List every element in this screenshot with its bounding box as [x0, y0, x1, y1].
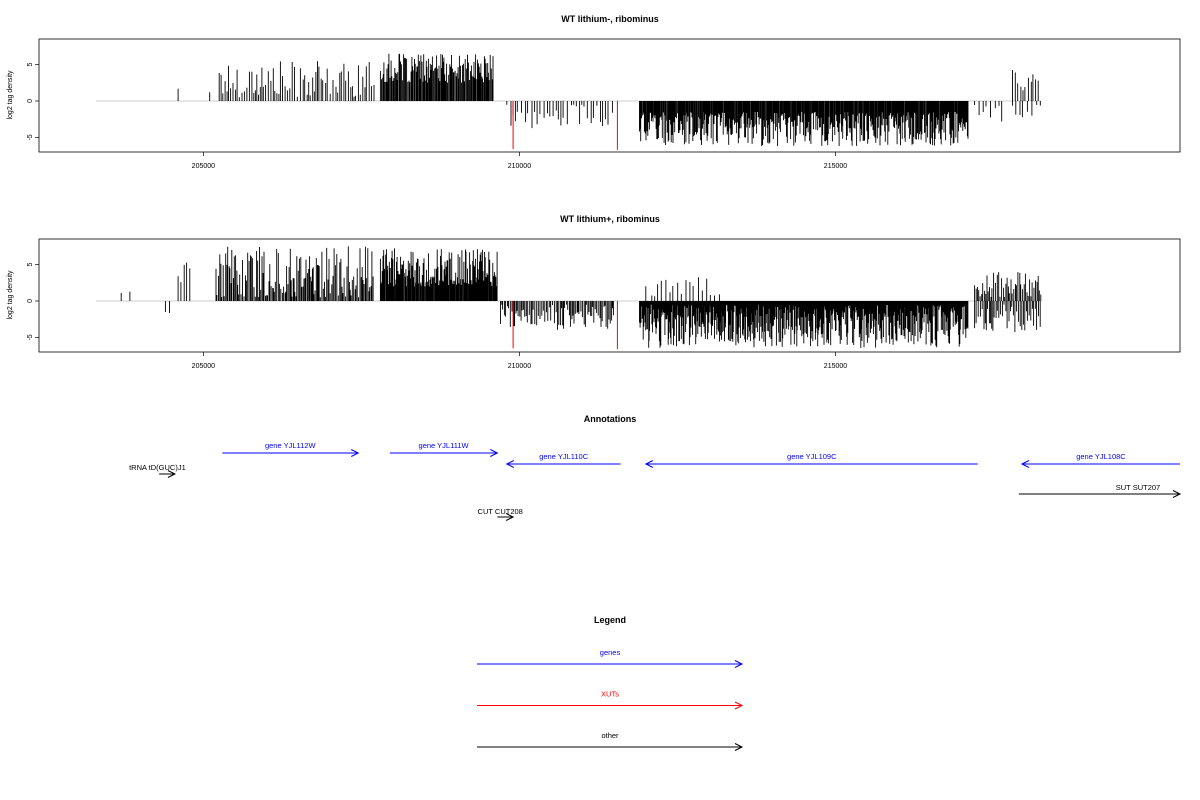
y-tick-label: 0: [27, 299, 34, 303]
density-bars-region-6: [974, 101, 1003, 122]
density-bars-region-7: [645, 277, 720, 301]
density-bars-region-4: [379, 248, 498, 301]
feature-label: SUT SUT207: [1116, 483, 1160, 492]
feature-label: gene YJL110C: [539, 452, 589, 461]
y-axis: -5 0 5: [27, 62, 39, 141]
plot-frame: [38, 238, 1181, 353]
density-bars-region-6: [639, 301, 969, 348]
annotation-feature: CUT CUT208: [478, 507, 523, 521]
x-tick-label: 205000: [192, 163, 215, 170]
y-tick-label: -5: [27, 134, 34, 140]
density-bars-region-7: [1012, 70, 1039, 101]
density-bars-region-5: [500, 301, 614, 330]
legend-label: other: [601, 731, 619, 740]
y-tick-label: 5: [27, 62, 34, 66]
feature-label: tRNA tD(GUC)J1: [129, 463, 186, 472]
annotation-feature: gene YJL112W: [222, 441, 360, 457]
x-tick-label: 205000: [192, 363, 215, 370]
y-tick-label: 5: [27, 262, 34, 266]
feature-label: gene YJL112W: [265, 441, 317, 450]
legend-entry: genes: [477, 648, 744, 668]
density-bars-region-2: [218, 61, 375, 101]
arrow-head-icon: [351, 449, 360, 457]
arrow-head-icon: [505, 460, 515, 468]
density-bars-region-0: [120, 291, 131, 301]
x-tick-label: 210000: [508, 163, 531, 170]
y-tick-label: 0: [27, 99, 34, 103]
bar-series: [95, 246, 1042, 350]
density-bars-region-3: [215, 246, 374, 301]
x-tick-label: 215000: [824, 363, 847, 370]
density-bars-region-5: [639, 101, 969, 147]
bar-series: [95, 53, 1041, 150]
annotation-feature: gene YJL111W: [389, 441, 499, 457]
annotations-panel: Annotations gene YJL112W gene YJL111Wgene…: [129, 414, 1182, 521]
annotation-feature: gene YJL110C: [505, 452, 621, 468]
feature-label: gene YJL111W: [419, 441, 470, 450]
arrow-head-icon: [505, 513, 515, 521]
annotation-feature: SUT SUT207: [1018, 483, 1182, 498]
legend-panel: Legend genes XUTs other: [477, 615, 744, 751]
legend-label: genes: [600, 648, 621, 657]
annotation-feature: gene YJL108C: [1020, 452, 1180, 468]
legend-label: XUTs: [601, 690, 619, 699]
feature-label: gene YJL109C: [787, 452, 837, 461]
density-bars-region-3: [379, 53, 494, 101]
annotation-features: gene YJL112W gene YJL111W gene YJL110C gene…: [129, 441, 1182, 521]
density-bars-region-9: [974, 301, 1041, 333]
density-bars-region-8: [1012, 101, 1041, 118]
track-plot-lithium-plus: WT lithium+, ribominus log2 tag density …: [7, 214, 1181, 370]
legend-title: Legend: [594, 615, 626, 625]
arrow-head-icon: [734, 701, 744, 710]
arrow-head-icon: [1172, 490, 1182, 498]
y-tick-label: -5: [27, 334, 34, 340]
x-axis: 205000 210000 215000: [192, 352, 847, 370]
arrow-head-icon: [734, 660, 744, 668]
feature-label: CUT CUT208: [478, 507, 523, 516]
y-axis-label: log2 tag density: [7, 70, 14, 120]
arrow-head-icon: [644, 460, 654, 468]
x-tick-label: 210000: [508, 363, 531, 370]
density-bars-region-4: [506, 101, 613, 129]
feature-label: gene YJL108C: [1076, 452, 1126, 461]
track-title: WT lithium-, ribominus: [561, 14, 659, 24]
legend-entry: XUTs: [477, 690, 744, 710]
track-plot-lithium-minus: WT lithium-, ribominus log2 tag density …: [7, 14, 1181, 170]
y-axis: -5 0 5: [27, 262, 39, 341]
density-bars-region-1: [164, 301, 170, 313]
arrow-head-icon: [167, 470, 177, 478]
arrow-head-icon: [1020, 460, 1030, 468]
annotation-feature: tRNA tD(GUC)J1: [129, 463, 186, 478]
x-tick-label: 215000: [824, 163, 847, 170]
legend-entries: genes XUTs other: [477, 648, 744, 751]
annotation-feature: gene YJL109C: [644, 452, 978, 468]
y-axis-label: log2 tag density: [7, 270, 14, 320]
density-bars-region-8: [974, 272, 1042, 301]
density-bars-region-2: [177, 262, 191, 301]
x-axis: 205000 210000 215000: [192, 152, 847, 170]
track-title: WT lithium+, ribominus: [560, 214, 660, 224]
annotations-title: Annotations: [584, 414, 637, 424]
arrow-head-icon: [734, 743, 744, 751]
legend-entry: other: [477, 731, 744, 751]
arrow-head-icon: [490, 449, 499, 457]
plot-frame: [38, 38, 1181, 153]
